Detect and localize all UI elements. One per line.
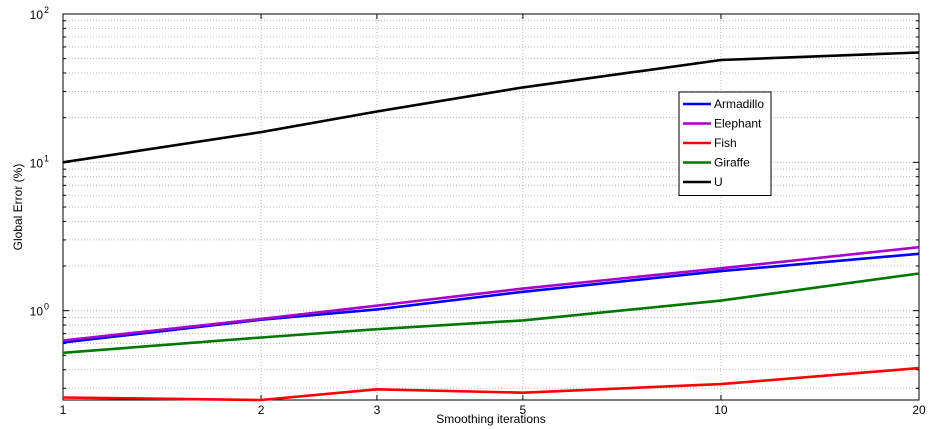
y-tick-label: 10 [30, 305, 44, 319]
legend-label-armadillo: Armadillo [714, 97, 764, 111]
y-axis-label: Global Error (%) [11, 164, 25, 251]
y-tick-label: 10 [30, 8, 44, 22]
x-tick-label: 1 [60, 403, 67, 417]
plot-area [63, 14, 919, 400]
legend-label-giraffe: Giraffe [714, 156, 750, 170]
series-line-giraffe [62, 272, 920, 355]
y-tick-exponent: 0 [44, 302, 49, 312]
legend-label-u: U [714, 175, 723, 189]
x-tick-label: 3 [374, 403, 381, 417]
y-tick-exponent: 1 [44, 153, 49, 163]
series-line-elephant [62, 245, 920, 342]
y-tick-exponent: 2 [44, 5, 49, 15]
series-lines [62, 51, 920, 402]
legend-label-fish: Fish [714, 136, 737, 150]
x-tick-label: 2 [258, 403, 265, 417]
x-tick-label: 10 [714, 403, 728, 417]
series-line-u [62, 51, 920, 164]
legend: Armadillo Elephant Fish Giraffe U [678, 91, 772, 196]
x-tick-label: 5 [520, 403, 527, 417]
y-tick-label: 10 [30, 156, 44, 170]
x-tick-label: 20 [912, 403, 926, 417]
series-line-fish [62, 366, 920, 402]
legend-box [678, 91, 772, 196]
legend-label-elephant: Elephant [714, 117, 762, 131]
x-axis-label: Smoothing iterations [436, 412, 545, 426]
